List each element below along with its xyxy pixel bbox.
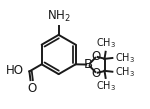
Text: O: O	[92, 66, 101, 80]
Text: B: B	[84, 58, 93, 71]
Text: NH$_2$: NH$_2$	[47, 9, 70, 24]
Text: HO: HO	[6, 64, 24, 77]
Text: O: O	[92, 50, 101, 63]
Text: CH$_3$: CH$_3$	[96, 80, 116, 93]
Text: O: O	[27, 82, 36, 95]
Text: CH$_3$: CH$_3$	[115, 51, 135, 65]
Text: CH$_3$: CH$_3$	[115, 65, 135, 79]
Text: CH$_3$: CH$_3$	[96, 36, 116, 50]
